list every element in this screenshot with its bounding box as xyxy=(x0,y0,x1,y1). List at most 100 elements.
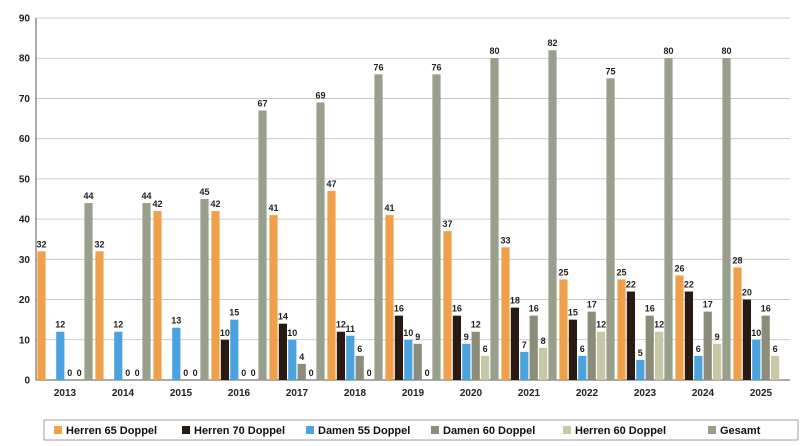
bar xyxy=(269,215,278,380)
data-label: 80 xyxy=(663,46,673,56)
x-tick-label: 2023 xyxy=(634,388,657,399)
data-label: 12 xyxy=(654,320,664,330)
data-label: 9 xyxy=(715,332,720,342)
bar xyxy=(539,347,548,380)
data-label: 0 xyxy=(309,368,314,378)
bar xyxy=(153,211,162,380)
data-label: 32 xyxy=(94,239,104,249)
data-label: 80 xyxy=(721,46,731,56)
data-label: 0 xyxy=(125,368,130,378)
bar xyxy=(578,355,587,380)
data-label: 0 xyxy=(135,368,140,378)
bar xyxy=(452,315,461,380)
bar xyxy=(771,355,780,380)
bar xyxy=(413,343,422,380)
bar xyxy=(404,339,413,380)
bar xyxy=(703,311,712,380)
data-label: 15 xyxy=(229,308,239,318)
bar xyxy=(587,311,596,380)
legend-swatch xyxy=(306,426,314,434)
bar xyxy=(520,351,529,380)
data-label: 76 xyxy=(373,62,383,72)
bar xyxy=(327,190,336,380)
bar xyxy=(336,331,345,380)
bar xyxy=(443,231,452,380)
bar xyxy=(114,331,123,380)
data-label: 67 xyxy=(257,99,267,109)
data-label: 44 xyxy=(83,191,93,201)
y-tick-label: 70 xyxy=(19,94,31,105)
data-label: 6 xyxy=(580,344,585,354)
bar xyxy=(462,343,471,380)
legend-swatch xyxy=(182,426,190,434)
bar xyxy=(432,74,441,381)
legend-label: Herren 65 Doppel xyxy=(66,425,157,437)
x-tick-label: 2021 xyxy=(518,388,541,399)
legend-label: Damen 55 Doppel xyxy=(318,425,410,437)
data-label: 5 xyxy=(638,348,643,358)
legend-box xyxy=(43,419,799,441)
data-label: 25 xyxy=(616,267,626,277)
data-label: 6 xyxy=(773,344,778,354)
legend: Herren 65 Doppel Herren 70 Doppel Damen 55… xyxy=(43,419,799,441)
bar xyxy=(722,58,731,380)
data-label: 9 xyxy=(464,332,469,342)
bar xyxy=(200,199,209,380)
data-label: 28 xyxy=(732,255,742,265)
data-label: 6 xyxy=(357,344,362,354)
data-label: 14 xyxy=(278,312,288,322)
data-label: 4 xyxy=(299,352,304,362)
data-label: 17 xyxy=(703,300,713,310)
bar xyxy=(713,343,722,380)
y-tick-label: 10 xyxy=(19,335,31,346)
data-label: 10 xyxy=(403,328,413,338)
bar xyxy=(37,251,46,380)
bar xyxy=(655,331,664,380)
bar xyxy=(510,307,519,380)
bar xyxy=(142,203,151,380)
data-label: 9 xyxy=(415,332,420,342)
data-label: 33 xyxy=(500,235,510,245)
data-label: 80 xyxy=(489,46,499,56)
data-label: 13 xyxy=(171,316,181,326)
data-label: 45 xyxy=(199,187,209,197)
bar xyxy=(220,339,229,380)
data-label: 11 xyxy=(346,324,356,334)
bar xyxy=(761,315,770,380)
data-label: 10 xyxy=(220,328,230,338)
data-label: 16 xyxy=(761,304,771,314)
x-tick-label: 2013 xyxy=(54,388,77,399)
bars xyxy=(37,50,780,381)
data-label: 0 xyxy=(77,368,82,378)
gridlines xyxy=(36,17,790,381)
bar xyxy=(316,102,325,380)
data-label: 16 xyxy=(645,304,655,314)
bar xyxy=(675,275,684,380)
legend-swatch xyxy=(563,426,571,434)
data-label: 22 xyxy=(684,280,694,290)
bar xyxy=(752,339,761,380)
x-tick-label: 2019 xyxy=(402,388,425,399)
bar xyxy=(346,335,355,380)
bar xyxy=(56,331,65,380)
y-tick-label: 80 xyxy=(19,54,31,65)
data-label: 12 xyxy=(336,320,346,330)
data-label: 20 xyxy=(742,288,752,298)
data-label: 17 xyxy=(587,300,597,310)
x-tick-label: 2024 xyxy=(692,388,715,399)
bar xyxy=(297,363,306,380)
data-label: 0 xyxy=(367,368,372,378)
bar xyxy=(548,50,557,381)
data-label: 6 xyxy=(696,344,701,354)
bar xyxy=(394,315,403,380)
bar xyxy=(636,359,645,380)
data-label: 16 xyxy=(452,304,462,314)
data-label: 42 xyxy=(210,199,220,209)
legend-label: Damen 60 Doppel xyxy=(443,425,535,437)
x-tick-label: 2015 xyxy=(170,388,193,399)
data-label: 41 xyxy=(268,203,278,213)
bar xyxy=(230,319,239,380)
